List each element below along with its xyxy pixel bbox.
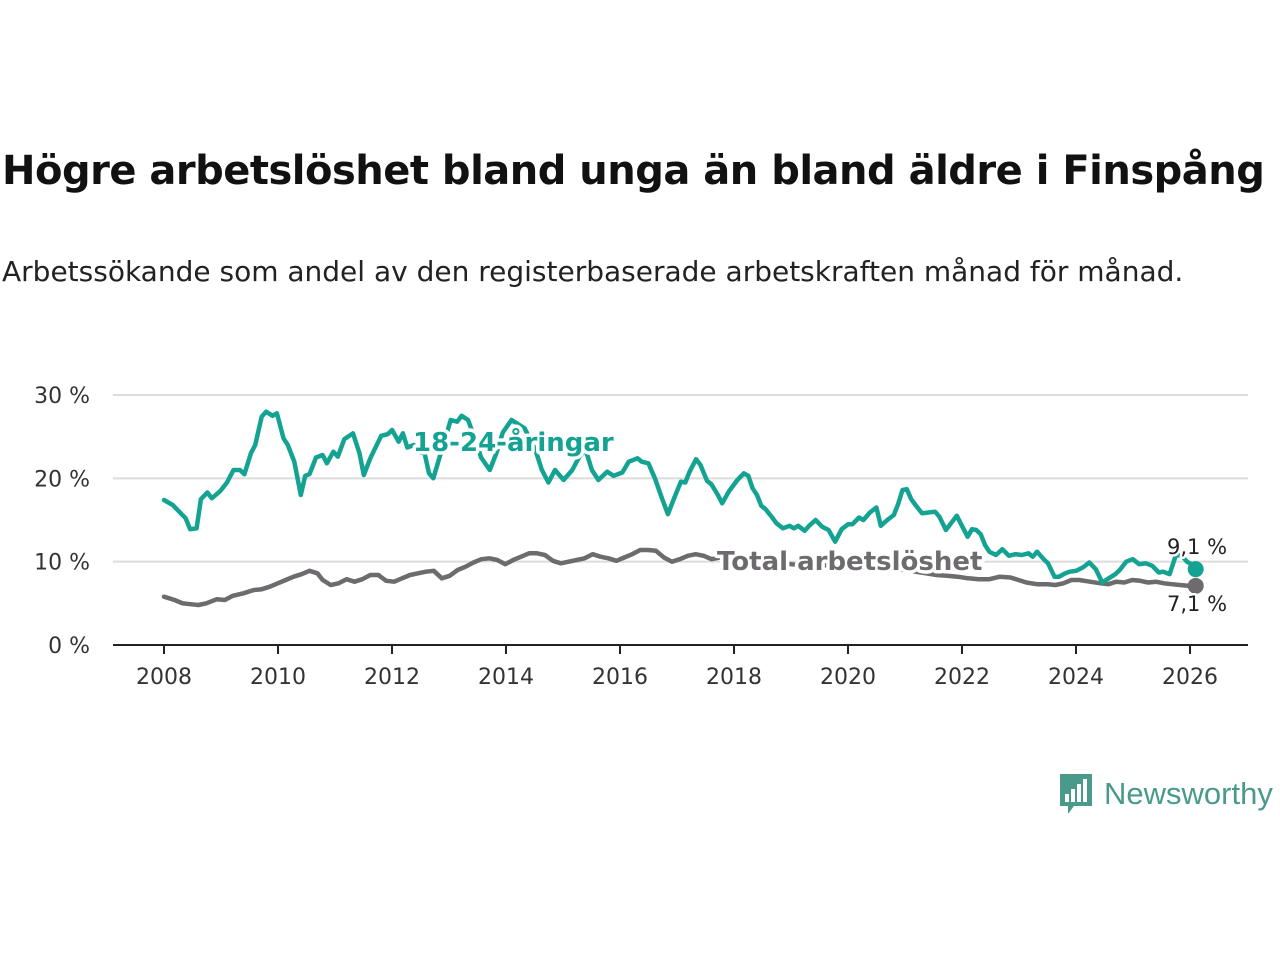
total-end-label: 7,1 % [1167,592,1227,616]
x-tick-label: 2022 [934,665,990,690]
x-tick-label: 2012 [364,665,420,690]
x-tick-label: 2020 [820,665,876,690]
x-tick-label: 2010 [250,665,306,690]
x-tick-label: 2018 [706,665,762,690]
line-chart: 0 % 10 % 20 % 30 % 2008 2010 2012 2014 2016 2018… [34,384,1248,690]
x-axis: 2008 2010 2012 2014 2016 2018 2020 2022 2024 2026 [113,644,1248,690]
y-tick-label: 20 % [34,467,90,492]
youth-series-label: 18-24-åringar [413,426,614,458]
x-tick-label: 2016 [592,665,648,690]
series-line-total [161,547,1198,608]
y-tick-label: 30 % [34,384,90,409]
series-line-youth [161,409,1198,585]
x-tick-label: 2008 [136,665,192,690]
brand-name: Newsworthy [1104,776,1273,811]
chart-title: Högre arbetslöshet bland unga än bland ä… [2,148,1265,194]
y-axis-ticks: 0 % 10 % 20 % 30 % [34,384,90,659]
gridlines [113,394,1248,563]
total-series-label: Total arbetslöshet [717,547,982,577]
y-tick-label: 0 % [48,634,90,659]
youth-end-label: 9,1 % [1167,535,1227,559]
youth-series-label-halo: 18-24-åringar [413,426,614,458]
total-series-label-halo: Total arbetslöshet [717,547,982,577]
total-end-label-halo: 7,1 % [1167,592,1227,616]
bar-chart-icon [1060,774,1092,814]
y-tick-label: 10 % [34,551,90,576]
chart-subtitle: Arbetssökande som andel av den registerb… [2,255,1184,288]
newsworthy-logo[interactable]: Newsworthy [1058,772,1273,816]
series-end-point [1187,577,1204,594]
series-end-point [1187,561,1204,578]
x-tick-label: 2014 [478,665,534,690]
x-tick-label: 2024 [1048,665,1104,690]
series-lines [161,409,1204,608]
youth-end-label-halo: 9,1 % [1167,535,1227,559]
x-tick-label: 2026 [1162,665,1218,690]
